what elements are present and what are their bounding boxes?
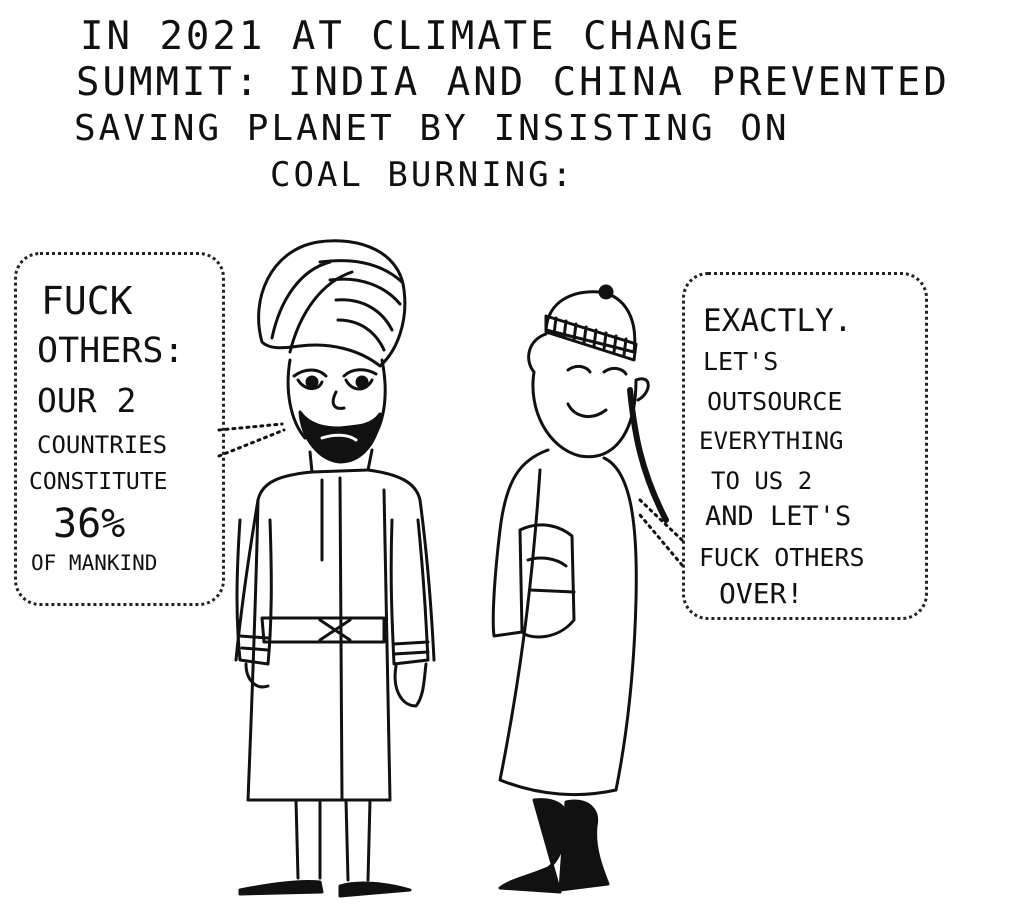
cap: [544, 290, 637, 354]
right-speech-bubble: Exactly. Let's outsource everything to u…: [682, 272, 928, 620]
title-line-1: In 2021 at climate change: [80, 14, 742, 59]
speech-line: Fuck: [41, 279, 133, 323]
left-speech-bubble: Fuck others: our 2 countries constitute …: [14, 252, 225, 606]
title-line-4: coal burning:: [270, 155, 576, 195]
speech-line: Let's: [703, 347, 779, 376]
coat: [234, 468, 436, 662]
speech-line: countries: [37, 431, 168, 459]
left-shoes: [238, 880, 324, 896]
beard: [298, 410, 382, 464]
speech-line: and let's: [705, 501, 852, 532]
left-bubble-tail: [217, 422, 286, 458]
right-shoes: [498, 798, 568, 894]
speech-line: everything: [699, 427, 844, 455]
man-with-cap-and-queue: [491, 284, 669, 894]
speech-line: 36%: [53, 501, 126, 547]
speech-line: our 2: [37, 381, 137, 420]
speech-line: fuck others: [699, 543, 865, 572]
robe: [491, 448, 550, 638]
speech-line: constitute: [29, 469, 168, 495]
comic-title: In 2021 at climate change summit: India …: [70, 14, 1010, 198]
right-bubble-tail: [638, 498, 684, 567]
turbaned-man: [234, 239, 436, 898]
braid: [627, 387, 669, 523]
speech-line: of mankind: [31, 551, 158, 575]
title-line-3: saving planet by insisting on: [74, 108, 790, 149]
title-line-2: summit: India and China prevented: [76, 60, 950, 105]
speech-line: to us 2: [711, 467, 813, 495]
turban: [257, 239, 407, 368]
face-right: [527, 332, 650, 459]
speech-line: Exactly.: [703, 303, 853, 339]
speech-line: others:: [37, 331, 185, 371]
speech-line: outsource: [707, 387, 843, 416]
speech-line: over!: [719, 577, 804, 610]
